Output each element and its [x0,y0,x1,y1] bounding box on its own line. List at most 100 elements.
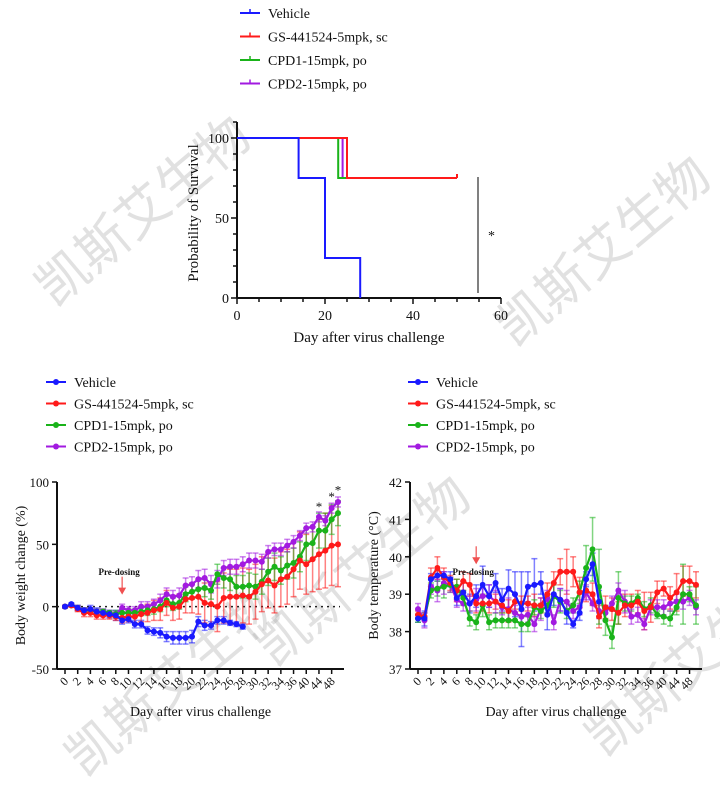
y-axis-label: Body weight change (%) [14,505,29,645]
data-point [195,586,202,593]
data-point [415,606,421,613]
data-point [634,611,641,618]
data-point [271,582,278,589]
data-point [252,557,259,564]
annotation-label: Pre-dosing [98,567,140,577]
legend-marker [53,379,59,385]
data-point [434,572,441,579]
data-point [466,615,473,622]
data-point [284,562,291,569]
data-point [557,568,564,575]
data-point [119,617,126,624]
data-point [201,599,208,606]
data-point [660,604,667,611]
data-point [252,588,259,595]
data-point [518,613,525,620]
data-point [453,594,460,601]
y-tick-label: 41 [389,512,402,527]
data-point [322,527,329,534]
data-point [473,600,480,607]
data-point [233,563,240,570]
data-point [176,592,183,599]
data-point [486,619,493,626]
data-point [589,591,596,598]
data-point [654,589,661,596]
data-point [144,627,151,634]
data-point [227,563,234,570]
y-tick-label: 100 [208,132,229,147]
data-point [68,601,75,608]
data-point [239,623,246,630]
data-point [576,609,583,616]
data-point [315,513,322,520]
data-point [188,581,195,588]
data-point [169,593,176,600]
data-point [93,608,100,615]
data-point [415,615,421,622]
x-tick-label: 4 [82,674,96,688]
significance-star: * [488,229,495,244]
data-point [335,498,341,505]
data-point [303,525,310,532]
legend-item: CPD1-15mpk, po [240,54,367,69]
y-tick-label: 42 [389,475,402,490]
x-tick-label: 60 [494,309,508,324]
x-tick-label: 0 [234,309,241,324]
legend-item: CPD2-15mpk, po [46,441,173,456]
data-point [615,594,622,601]
legend-label: GS-441524-5mpk, sc [74,398,194,413]
data-point [563,609,570,616]
data-point [220,574,227,581]
legend-label: CPD1-15mpk, po [74,419,173,434]
data-point [434,585,441,592]
data-point [537,608,544,615]
data-point [271,563,278,570]
data-point [654,604,661,611]
data-point [309,523,316,530]
body-temperature-chart: 3738394041420246810121416182022242628303… [367,475,702,720]
data-point [634,598,641,605]
data-point [667,615,674,622]
legend-label: Vehicle [436,376,478,391]
data-point [188,633,195,640]
x-axis-label: Day after virus challenge [485,705,626,720]
data-point [693,602,699,609]
legend: Vehicle GS-441524-5mpk, sc CPD1-15mpk, po C… [46,376,194,456]
data-point [290,566,297,573]
survival-line-1 [237,137,457,179]
data-point [589,546,596,553]
data-point [208,622,215,629]
data-point [239,561,246,568]
legend-item: Vehicle [46,376,116,391]
data-point [112,612,119,619]
significance-star: * [316,499,323,514]
data-point [447,576,454,583]
data-point [427,576,434,583]
data-point [654,611,661,618]
data-point [208,601,215,608]
data-point [328,505,335,512]
x-tick-label: 2 [70,674,84,688]
series-line [64,501,339,616]
data-point [434,565,441,572]
data-point [265,548,272,555]
data-point [106,611,113,618]
data-point [328,516,335,523]
data-point [544,611,551,618]
data-point [550,619,557,626]
data-point [138,611,145,618]
x-tick-label: 0 [57,674,71,688]
data-point [125,616,132,623]
data-point [100,609,107,616]
data-point [570,621,577,628]
data-point [550,591,557,598]
data-point [188,594,195,601]
data-point [596,613,603,620]
data-point [492,617,499,624]
data-point [182,596,189,603]
significance-star: * [328,489,335,504]
data-point [421,615,428,622]
y-tick-label: 0 [43,600,50,615]
data-point [119,604,126,611]
data-point [163,599,170,606]
